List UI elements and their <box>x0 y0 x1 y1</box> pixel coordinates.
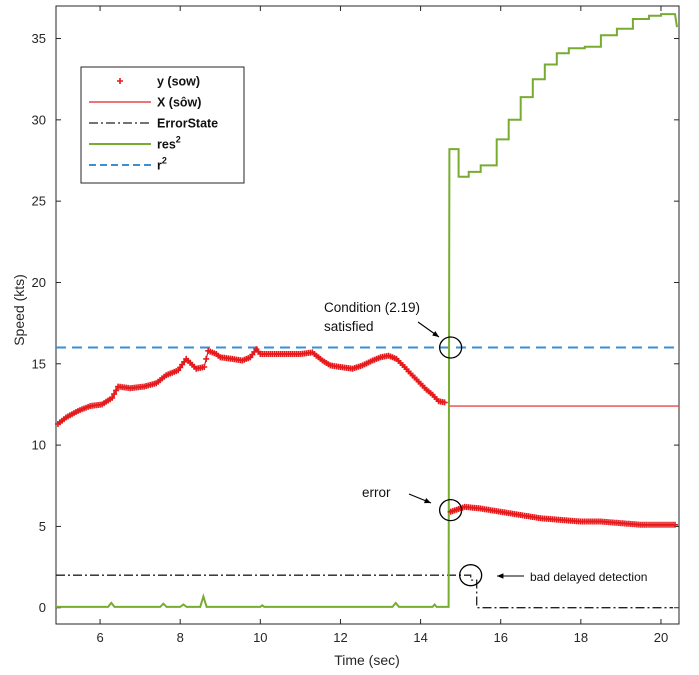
y-sow-marker-group <box>55 346 448 427</box>
y-sow-marker <box>441 399 448 406</box>
annotation-circle <box>438 499 463 522</box>
annotation-arrow-condition-head <box>432 331 439 337</box>
y-tick-label: 10 <box>32 438 46 453</box>
legend-label: res2 <box>157 135 181 152</box>
y-axis-label: Speed (kts) <box>11 274 27 346</box>
legend-swatch-y <box>117 78 123 84</box>
annotation-circle <box>438 336 463 359</box>
annotation-layer: Condition (2.19) satisfied error bad delaye… <box>324 300 647 587</box>
y-tick-label: 20 <box>32 275 46 290</box>
y-sow-marker <box>113 387 120 394</box>
y-tick-label: 35 <box>32 31 46 46</box>
x-tick-label: 18 <box>574 630 588 645</box>
legend-superscript: 2 <box>162 156 167 166</box>
x-tick-label: 16 <box>493 630 507 645</box>
x-tick-label: 8 <box>177 630 184 645</box>
legend-label: X (sôw) <box>157 96 201 110</box>
annotation-arrow-detection-head <box>497 573 504 579</box>
error-marker-group <box>447 503 678 528</box>
res2-line <box>56 13 678 608</box>
x-tick-label: 14 <box>413 630 427 645</box>
y-sow-marker <box>111 391 118 398</box>
legend: y (sow) X (sôw) ErrorState res2 r2 <box>80 66 245 184</box>
legend-superscript: 2 <box>176 135 181 145</box>
legend-label: r2 <box>157 156 167 173</box>
x-tick-label: 12 <box>333 630 347 645</box>
y-tick-label: 25 <box>32 194 46 209</box>
y-tick-label: 15 <box>32 356 46 371</box>
y-tick-label: 30 <box>32 112 46 127</box>
annotation-circle <box>459 564 483 587</box>
y-tick-label: 0 <box>39 600 46 615</box>
x-tick-label: 20 <box>654 630 668 645</box>
y-sow-marker <box>109 394 116 401</box>
y-sow-marker <box>201 364 208 370</box>
annotation-condition-line1: Condition (2.19) <box>324 300 420 315</box>
annotation-bad-detection: bad delayed detection <box>530 570 647 584</box>
series-layer <box>55 13 679 609</box>
x-tick-label: 10 <box>253 630 267 645</box>
error-marker <box>672 521 678 528</box>
legend-box <box>80 66 245 184</box>
annotation-error: error <box>362 485 391 500</box>
legend-label: y (sow) <box>157 75 200 89</box>
annotation-condition-line2: satisfied <box>324 319 374 334</box>
x-axis-label: Time (sec) <box>334 652 400 668</box>
y-tick-label: 5 <box>39 519 46 534</box>
error-state-line <box>56 574 673 609</box>
y-sow-marker <box>203 355 210 362</box>
annotation-arrow-error-head <box>424 498 431 504</box>
x-tick-label: 6 <box>96 630 103 645</box>
legend-label: ErrorState <box>157 117 218 131</box>
